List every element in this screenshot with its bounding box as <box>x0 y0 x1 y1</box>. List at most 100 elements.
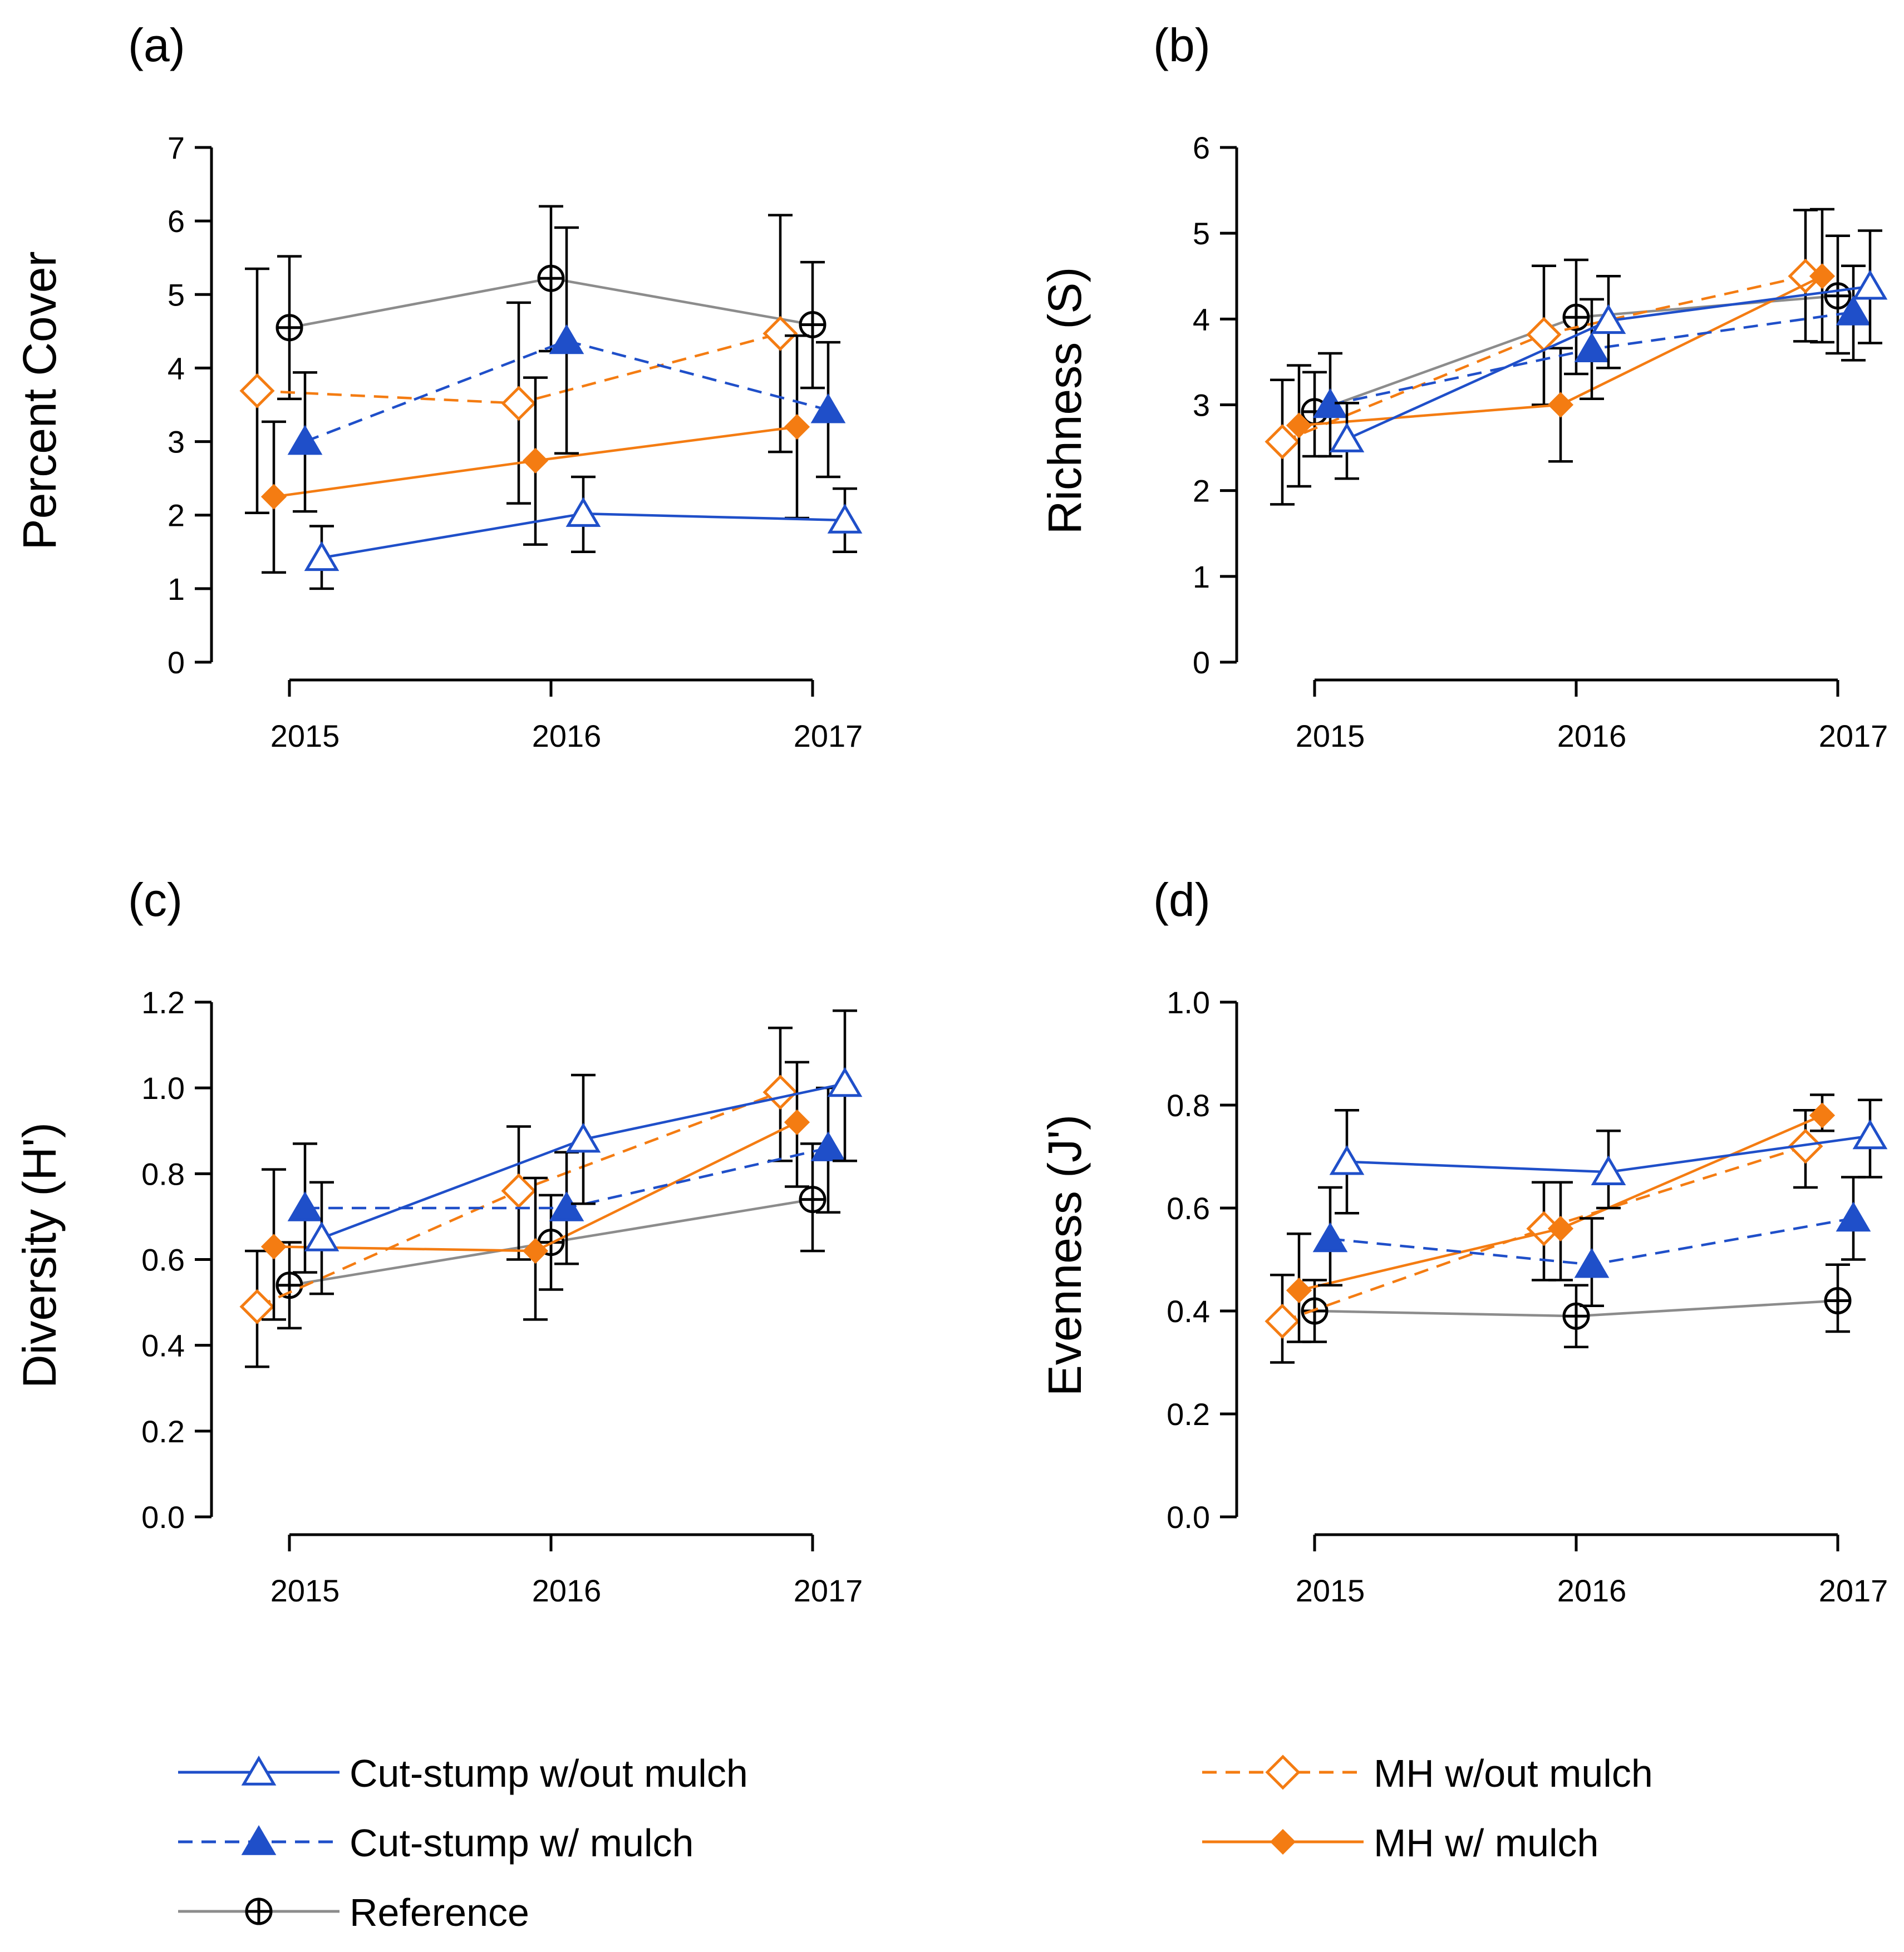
panel-b-point <box>1809 263 1836 289</box>
legend-label-mh-no: MH w/out mulch <box>1374 1752 1653 1795</box>
panel-c-series-mh-no <box>239 1027 798 1368</box>
panel-b-x-tick-label: 2017 <box>1819 718 1888 753</box>
panel-b: (b) Richness (S) 0 1 2 3 4 5 6 2015 2016 2017 <box>1039 19 1888 753</box>
panel-d-point <box>1312 1222 1348 1253</box>
panel-b-x-tick-label: 2016 <box>1557 718 1627 753</box>
legend-marker <box>241 1756 277 1786</box>
legend-sample-mh-m <box>1202 1828 1364 1855</box>
panel-d-point <box>1574 1248 1610 1278</box>
panel-b-y-axis: 0 1 2 3 4 5 6 <box>1193 130 1238 680</box>
panel-d-point <box>1329 1145 1365 1175</box>
panel-a-y-tick-label: 2 <box>168 498 185 533</box>
panel-d-x-tick-label: 2015 <box>1296 1573 1365 1608</box>
legend-item-cs-no: Cut-stump w/out mulch <box>178 1752 748 1795</box>
panel-b-y-tick-label: 4 <box>1193 302 1210 337</box>
legend-marker <box>241 1825 277 1855</box>
panel-c-y-tick-label: 1.0 <box>141 1071 185 1106</box>
panel-c-series-ref <box>275 1142 826 1330</box>
panel-b-y-tick-label: 6 <box>1193 130 1210 165</box>
panel-a-x-tick-label: 2015 <box>270 718 340 753</box>
panel-a-point <box>522 447 549 474</box>
panel-b-point <box>1286 412 1312 438</box>
legend-label-ref: Reference <box>350 1891 529 1934</box>
panel-c-point <box>287 1191 323 1221</box>
panel-b-y-tick-label: 5 <box>1193 216 1210 251</box>
panel-c-point <box>827 1067 863 1097</box>
panel-a-point <box>762 316 798 351</box>
panel-b-point <box>1265 424 1300 460</box>
panel-a-series-mh-no <box>239 214 798 514</box>
panel-c-x-tick-label: 2015 <box>270 1573 340 1608</box>
panel-c-point <box>239 1289 275 1324</box>
panel-a-point <box>537 264 565 292</box>
panel-a-point <box>275 314 303 342</box>
legend-item-ref: Reference <box>178 1891 529 1934</box>
panel-a-x-axis: 2015 2016 2017 <box>270 678 863 753</box>
panel-a-y-axis: 0 1 2 3 4 5 6 7 <box>168 130 213 680</box>
panel-d-series-cs-m <box>1312 1176 1871 1307</box>
panel-c-point <box>501 1173 537 1209</box>
panel-b-point <box>1591 304 1626 334</box>
panel-c-point <box>549 1191 584 1221</box>
panel-a-x-tick-label: 2017 <box>794 718 863 753</box>
panel-b-label: (b) <box>1153 19 1211 71</box>
panel-c-y-axis: 0.0 0.2 0.4 0.6 0.8 1.0 1.2 <box>141 985 213 1535</box>
panel-c-x-tick-label: 2017 <box>794 1573 863 1608</box>
panel-a-point <box>304 541 340 571</box>
legend-marker <box>245 1897 273 1925</box>
panel-c-series-mh-m <box>260 1061 810 1321</box>
legend-sample-mh-no <box>1202 1754 1364 1790</box>
panel-a-series-cs-m <box>287 226 846 513</box>
panel-d-point <box>1301 1297 1329 1325</box>
panel-b-point <box>1574 332 1610 363</box>
panel-a-point <box>810 393 846 423</box>
panel-d-series-mh-no <box>1265 1109 1823 1364</box>
panel-d-series-cs-no <box>1329 1098 1888 1215</box>
panel-b-y-tick-label: 1 <box>1193 559 1210 594</box>
panel-a-series-ref <box>275 205 826 401</box>
legend-sample-cs-no <box>178 1756 340 1786</box>
panel-c: (c) Diversity (H') 0.0 0.2 0.4 0.6 0.8 1.0 1.2… <box>13 874 863 1608</box>
legend-sample-ref <box>178 1897 340 1925</box>
legend-marker <box>1270 1828 1296 1855</box>
panel-b-series-cs-no <box>1329 229 1888 480</box>
panel-c-series-cs-no <box>304 1009 863 1295</box>
panel-c-point <box>260 1234 287 1260</box>
panel-d-point <box>1836 1201 1871 1232</box>
legend-item-mh-no: MH w/out mulch <box>1202 1752 1653 1795</box>
panel-d-series-mh-m <box>1286 1093 1836 1343</box>
panel-b-point <box>1824 282 1852 310</box>
legend-label-cs-m: Cut-stump w/ mulch <box>350 1821 693 1865</box>
panel-b-ylabel: Richness (S) <box>1039 267 1091 535</box>
panel-b-point <box>1562 303 1590 331</box>
panel-c-y-tick-label: 1.2 <box>141 985 185 1020</box>
panel-c-y-tick-label: 0.2 <box>141 1414 185 1449</box>
panel-c-point <box>275 1271 303 1299</box>
panel-a-y-tick-label: 3 <box>168 425 185 460</box>
panel-b-point <box>1329 422 1365 452</box>
panel-d-point <box>1809 1102 1836 1128</box>
panel-d-y-axis: 0.0 0.2 0.4 0.6 0.8 1.0 <box>1167 985 1238 1535</box>
panel-b-series-mh-m <box>1286 208 1836 488</box>
panel-a-plot: 0 1 2 3 4 5 6 7 2015 2016 2017 <box>168 130 863 753</box>
panel-a-point <box>565 497 601 527</box>
panel-b-point <box>1547 392 1574 418</box>
panel-d-y-tick-label: 0.6 <box>1167 1191 1210 1226</box>
panel-c-plot: 0.0 0.2 0.4 0.6 0.8 1.0 1.2 2015 2016 2017 <box>141 985 863 1608</box>
panel-d-x-tick-label: 2017 <box>1819 1573 1888 1608</box>
panel-a-point <box>784 414 810 440</box>
panel-a-point <box>287 425 323 455</box>
panel-d: (d) Evenness (J') 0.0 0.2 0.4 0.6 0.8 1.0 2015… <box>1039 874 1888 1608</box>
panel-a-series-cs-no <box>304 475 863 590</box>
legend-marker <box>1265 1754 1301 1790</box>
panel-a-series-mh-m <box>260 334 810 574</box>
panel-d-point <box>1591 1155 1626 1185</box>
panel-a-label: (a) <box>128 19 185 71</box>
panel-a-point <box>549 324 584 354</box>
panel-d-x-tick-label: 2016 <box>1557 1573 1627 1608</box>
panel-c-ylabel: Diversity (H') <box>13 1122 66 1388</box>
panel-c-y-tick-label: 0.6 <box>141 1243 185 1278</box>
panel-a-y-tick-label: 7 <box>168 130 185 165</box>
legend: Cut-stump w/out mulch Cut-stump w/ mulch… <box>178 1752 1653 1934</box>
